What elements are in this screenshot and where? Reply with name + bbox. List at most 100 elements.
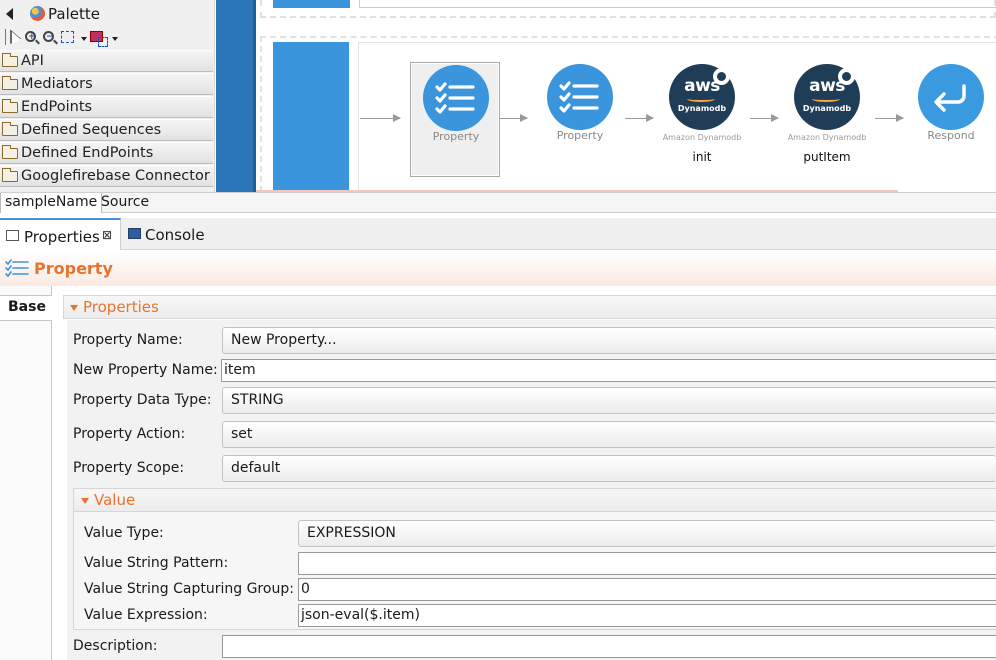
close-tab-icon[interactable]: ⊠ xyxy=(102,228,113,242)
select-mediator-tool-icon[interactable] xyxy=(90,31,108,47)
palette-drawer-googlefirebase-connector[interactable]: Googlefirebase Connector xyxy=(0,165,213,187)
mediator-caption: Respond xyxy=(927,129,975,142)
property-mediator-1[interactable]: Property xyxy=(410,62,500,177)
value-string-capturing-group-label: Value String Capturing Group: xyxy=(84,581,294,597)
collapse-palette-icon[interactable] xyxy=(6,8,13,20)
aws-dynamodb-icon: aws Dynamodb xyxy=(794,64,860,130)
palette-drawer-mediators[interactable]: Mediators xyxy=(0,73,213,95)
folder-icon xyxy=(2,99,18,113)
value-section-header[interactable]: Value xyxy=(73,488,996,512)
tab-base[interactable]: Base xyxy=(0,295,52,321)
editor-tab-bar: sampleName Source xyxy=(0,192,996,213)
expand-triangle-icon xyxy=(70,305,78,311)
dynamodb-putitem-connector[interactable]: aws Dynamodb Amazon Dynamodb putItem xyxy=(782,62,872,177)
api-resource-strip[interactable] xyxy=(216,0,256,192)
zoom-out-icon[interactable]: − xyxy=(43,31,54,42)
palette-drawer-endpoints[interactable]: EndPoints xyxy=(0,96,213,118)
design-canvas[interactable]: Property Property aws Dynamodb Amazon Dy… xyxy=(216,0,996,192)
sequence-lane xyxy=(358,42,996,192)
folder-icon xyxy=(2,53,18,67)
mediator-caption: Property xyxy=(432,130,480,143)
palette-toolbar: + − xyxy=(2,27,212,49)
console-view-icon xyxy=(128,228,141,239)
previous-sequence-lane xyxy=(359,0,996,8)
previous-sequence-frame xyxy=(260,0,996,18)
palette-drawer-api[interactable]: API xyxy=(0,50,213,72)
zoom-in-icon[interactable]: + xyxy=(25,31,36,42)
description-input[interactable] xyxy=(222,635,996,658)
palette-drawer-defined-sequences[interactable]: Defined Sequences xyxy=(0,119,213,141)
tab-source[interactable]: Source xyxy=(101,194,150,210)
expand-triangle-icon xyxy=(81,498,89,504)
property-scope-select[interactable]: default xyxy=(222,455,996,482)
tab-console[interactable]: Console xyxy=(122,218,222,250)
folder-icon xyxy=(2,168,18,182)
drawer-label: Defined Sequences xyxy=(21,122,162,138)
tab-console-label: Console xyxy=(145,226,205,244)
flow-arrow xyxy=(360,114,401,122)
palette-panel: Palette + − API Mediators EndPoints Defi… xyxy=(0,0,215,192)
respond-mediator[interactable]: Respond xyxy=(906,62,996,177)
folder-icon xyxy=(2,76,18,90)
tab-properties-label: Properties xyxy=(24,228,100,246)
property-editor-title: Property xyxy=(34,259,113,278)
aws-logo-text: aws xyxy=(809,76,845,96)
respond-return-icon xyxy=(918,64,984,130)
value-string-pattern-label: Value String Pattern: xyxy=(84,555,229,571)
properties-section-title: Properties xyxy=(83,298,159,316)
aws-service-label: Dynamodb xyxy=(802,104,852,113)
value-section-title: Value xyxy=(94,491,136,509)
property-action-label: Property Action: xyxy=(73,426,186,442)
marquee-dropdown-icon[interactable] xyxy=(81,37,87,41)
marquee-tool-icon[interactable] xyxy=(61,31,74,43)
aws-smile-icon xyxy=(687,96,715,102)
property-action-select[interactable]: set xyxy=(222,421,996,448)
drawer-label: EndPoints xyxy=(21,99,93,115)
connector-subcaption: Amazon Dynamodb xyxy=(662,133,742,142)
palette-header: Palette xyxy=(0,2,215,26)
palette-logo-icon xyxy=(30,6,45,21)
property-editor-header: Property xyxy=(0,251,996,286)
new-property-name-input[interactable]: item xyxy=(221,359,996,382)
property-name-select[interactable]: New Property... xyxy=(222,327,996,354)
value-string-pattern-input[interactable] xyxy=(298,552,996,575)
value-expression-label: Value Expression: xyxy=(84,607,208,623)
property-name-label: Property Name: xyxy=(73,332,183,348)
flow-arrow xyxy=(499,114,528,122)
property-data-type-label: Property Data Type: xyxy=(73,392,212,408)
aws-logo-text: aws xyxy=(684,76,720,96)
flow-arrow xyxy=(875,114,904,122)
aws-service-label: Dynamodb xyxy=(677,104,727,113)
mediator-tool-dropdown-icon[interactable] xyxy=(112,37,118,41)
connector-plug-icon xyxy=(838,68,855,85)
value-string-capturing-group-input[interactable]: 0 xyxy=(298,578,996,601)
mediator-caption: Property xyxy=(556,129,604,142)
dynamodb-init-connector[interactable]: aws Dynamodb Amazon Dynamodb init xyxy=(657,62,747,177)
sequence-input-connector[interactable] xyxy=(273,42,349,192)
description-label: Description: xyxy=(73,638,158,654)
value-type-label: Value Type: xyxy=(84,525,164,541)
connector-operation-name: init xyxy=(692,150,712,164)
new-property-name-label: New Property Name: xyxy=(73,362,218,378)
flow-arrow xyxy=(750,114,779,122)
tab-design-samplename[interactable]: sampleName xyxy=(0,193,103,213)
property-mediator-icon xyxy=(423,65,489,131)
tab-properties[interactable]: Properties ⊠ xyxy=(0,218,121,250)
view-tab-bar: Properties ⊠ Console xyxy=(0,218,996,250)
select-tool-icon[interactable] xyxy=(5,29,21,45)
value-type-select[interactable]: EXPRESSION xyxy=(298,520,996,547)
property-mediator-2[interactable]: Property xyxy=(535,62,625,177)
previous-sequence-input[interactable] xyxy=(273,0,350,8)
connector-subcaption: Amazon Dynamodb xyxy=(787,133,867,142)
connector-operation-name: putItem xyxy=(803,150,851,164)
property-tab-column: Base xyxy=(0,286,52,660)
properties-section-header[interactable]: Properties xyxy=(63,295,996,319)
value-expression-input[interactable]: json-eval($.item) xyxy=(298,604,996,627)
palette-drawer-defined-endpoints[interactable]: Defined EndPoints xyxy=(0,142,213,164)
aws-dynamodb-icon: aws Dynamodb xyxy=(669,64,735,130)
folder-icon xyxy=(2,145,18,159)
sequence-lane-border xyxy=(256,188,898,192)
property-data-type-select[interactable]: STRING xyxy=(222,387,996,414)
properties-view-icon xyxy=(6,230,19,241)
sequence-frame xyxy=(260,36,996,192)
